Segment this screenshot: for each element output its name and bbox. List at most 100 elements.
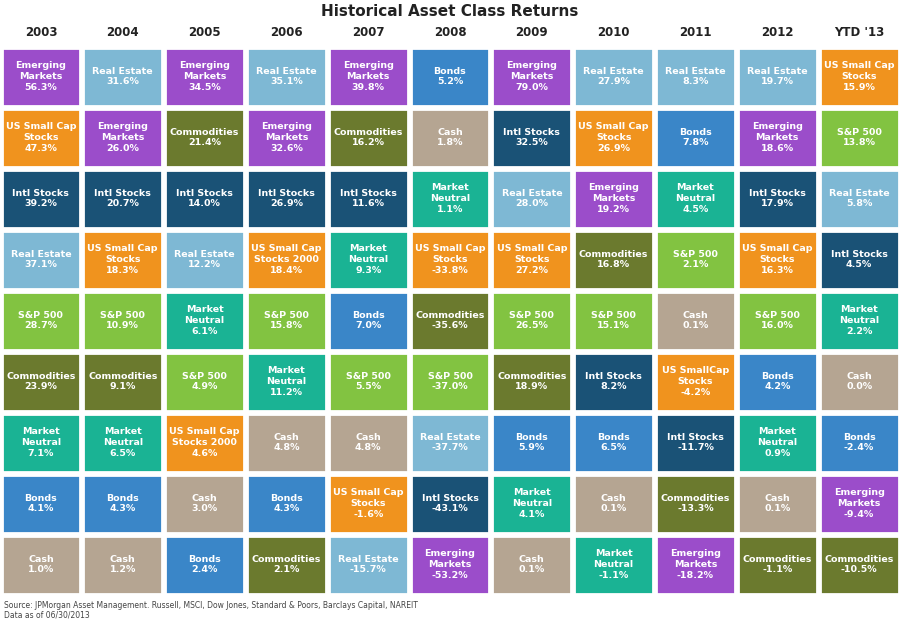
Text: Emerging
Markets
79.0%: Emerging Markets 79.0%	[507, 61, 557, 92]
Bar	[820, 169, 898, 227]
Text: US Small Cap
Stocks
16.3%: US Small Cap Stocks 16.3%	[742, 244, 813, 275]
Bar	[410, 414, 490, 472]
Text: Cash
0.1%: Cash 0.1%	[518, 554, 544, 574]
Bar	[247, 231, 326, 288]
Text: Intl Stocks
26.9%: Intl Stocks 26.9%	[258, 189, 315, 208]
Text: 2006: 2006	[270, 27, 302, 39]
Text: S&P 500
13.8%: S&P 500 13.8%	[837, 128, 881, 148]
Bar	[247, 169, 326, 227]
Bar	[820, 353, 898, 411]
Bar	[820, 108, 898, 166]
Bar	[738, 47, 816, 105]
Bar	[410, 47, 490, 105]
Bar	[574, 292, 653, 350]
Text: US SmallCap
Stocks
-4.2%: US SmallCap Stocks -4.2%	[662, 366, 729, 397]
Bar	[656, 169, 735, 227]
Text: Bonds
4.3%: Bonds 4.3%	[270, 493, 302, 513]
Bar	[492, 108, 572, 166]
Text: Intl Stocks
39.2%: Intl Stocks 39.2%	[13, 189, 69, 208]
Bar	[738, 108, 816, 166]
Text: Intl Stocks
11.6%: Intl Stocks 11.6%	[339, 189, 397, 208]
Text: Real Estate
27.9%: Real Estate 27.9%	[583, 67, 644, 87]
Text: Commodities
2.1%: Commodities 2.1%	[252, 554, 321, 574]
Bar	[656, 414, 735, 472]
Text: Bonds
7.0%: Bonds 7.0%	[352, 311, 384, 330]
Bar	[165, 108, 244, 166]
Text: Bonds
5.9%: Bonds 5.9%	[516, 432, 548, 452]
Text: US Small Cap
Stocks
47.3%: US Small Cap Stocks 47.3%	[5, 122, 76, 153]
Bar	[738, 353, 816, 411]
Text: US Small Cap
Stocks 2000
4.6%: US Small Cap Stocks 2000 4.6%	[169, 427, 239, 458]
Bar	[738, 414, 816, 472]
Bar	[165, 536, 244, 594]
Bar	[84, 353, 162, 411]
Bar	[328, 353, 408, 411]
Bar	[328, 475, 408, 533]
Bar	[247, 475, 326, 533]
Bar	[492, 169, 572, 227]
Text: 2004: 2004	[106, 27, 139, 39]
Bar	[2, 47, 80, 105]
Text: 2008: 2008	[434, 27, 466, 39]
Text: Real Estate
19.7%: Real Estate 19.7%	[747, 67, 807, 87]
Text: Commodities
-10.5%: Commodities -10.5%	[824, 554, 894, 574]
Bar	[738, 231, 816, 288]
Text: S&P 500
10.9%: S&P 500 10.9%	[100, 311, 145, 330]
Text: Historical Asset Class Returns: Historical Asset Class Returns	[321, 4, 579, 19]
Text: Intl Stocks
-11.7%: Intl Stocks -11.7%	[667, 432, 724, 452]
Text: S&P 500
15.1%: S&P 500 15.1%	[591, 311, 636, 330]
Text: Real Estate
12.2%: Real Estate 12.2%	[175, 250, 235, 269]
Text: Commodities
9.1%: Commodities 9.1%	[88, 372, 158, 391]
Text: Cash
0.1%: Cash 0.1%	[600, 493, 626, 513]
Text: Emerging
Markets
26.0%: Emerging Markets 26.0%	[97, 122, 148, 153]
Text: Commodities
-13.3%: Commodities -13.3%	[661, 493, 730, 513]
Bar	[2, 169, 80, 227]
Text: US Small Cap
Stocks
26.9%: US Small Cap Stocks 26.9%	[579, 122, 649, 153]
Text: Real Estate
37.1%: Real Estate 37.1%	[11, 250, 71, 269]
Bar	[84, 231, 162, 288]
Text: Cash
1.0%: Cash 1.0%	[28, 554, 54, 574]
Text: 2011: 2011	[680, 27, 712, 39]
Bar	[820, 414, 898, 472]
Bar	[656, 108, 735, 166]
Text: US Small Cap
Stocks
-33.8%: US Small Cap Stocks -33.8%	[415, 244, 485, 275]
Text: Market
Neutral
0.9%: Market Neutral 0.9%	[757, 427, 797, 458]
Text: US Small Cap
Stocks 2000
18.4%: US Small Cap Stocks 2000 18.4%	[251, 244, 321, 275]
Text: 2003: 2003	[24, 27, 58, 39]
Text: Bonds
4.3%: Bonds 4.3%	[106, 493, 140, 513]
Bar	[2, 353, 80, 411]
Bar	[165, 47, 244, 105]
Bar	[2, 414, 80, 472]
Text: US Small Cap
Stocks
27.2%: US Small Cap Stocks 27.2%	[497, 244, 567, 275]
Text: S&P 500
5.5%: S&P 500 5.5%	[346, 372, 391, 391]
Text: 2010: 2010	[598, 27, 630, 39]
Bar	[2, 475, 80, 533]
Bar	[574, 47, 653, 105]
Bar	[247, 353, 326, 411]
Bar	[247, 108, 326, 166]
Text: Intl Stocks
14.0%: Intl Stocks 14.0%	[176, 189, 233, 208]
Bar	[2, 231, 80, 288]
Bar	[84, 292, 162, 350]
Text: Cash
4.8%: Cash 4.8%	[355, 432, 382, 452]
Text: S&P 500
4.9%: S&P 500 4.9%	[182, 372, 227, 391]
Bar	[820, 231, 898, 288]
Text: Intl Stocks
4.5%: Intl Stocks 4.5%	[831, 250, 887, 269]
Text: S&P 500
16.0%: S&P 500 16.0%	[755, 311, 800, 330]
Text: US Small Cap
Stocks
15.9%: US Small Cap Stocks 15.9%	[824, 61, 895, 92]
Bar	[410, 169, 490, 227]
Text: Real Estate
8.3%: Real Estate 8.3%	[665, 67, 725, 87]
Text: Market
Neutral
11.2%: Market Neutral 11.2%	[266, 366, 306, 397]
Bar	[492, 536, 572, 594]
Text: Real Estate
5.8%: Real Estate 5.8%	[829, 189, 889, 208]
Text: Commodities
23.9%: Commodities 23.9%	[6, 372, 76, 391]
Text: US Small Cap
Stocks
18.3%: US Small Cap Stocks 18.3%	[87, 244, 158, 275]
Text: Real Estate
-37.7%: Real Estate -37.7%	[419, 432, 481, 452]
Bar	[165, 169, 244, 227]
Text: Source: JPMorgan Asset Management. Russell, MSCI, Dow Jones, Standard & Poors, B: Source: JPMorgan Asset Management. Russe…	[4, 601, 418, 609]
Text: Emerging
Markets
-9.4%: Emerging Markets -9.4%	[833, 488, 885, 519]
Text: Emerging
Markets
19.2%: Emerging Markets 19.2%	[589, 183, 639, 214]
Text: US Small Cap
Stocks
-1.6%: US Small Cap Stocks -1.6%	[333, 488, 403, 519]
Bar	[656, 47, 735, 105]
Text: Commodities
16.2%: Commodities 16.2%	[334, 128, 403, 148]
